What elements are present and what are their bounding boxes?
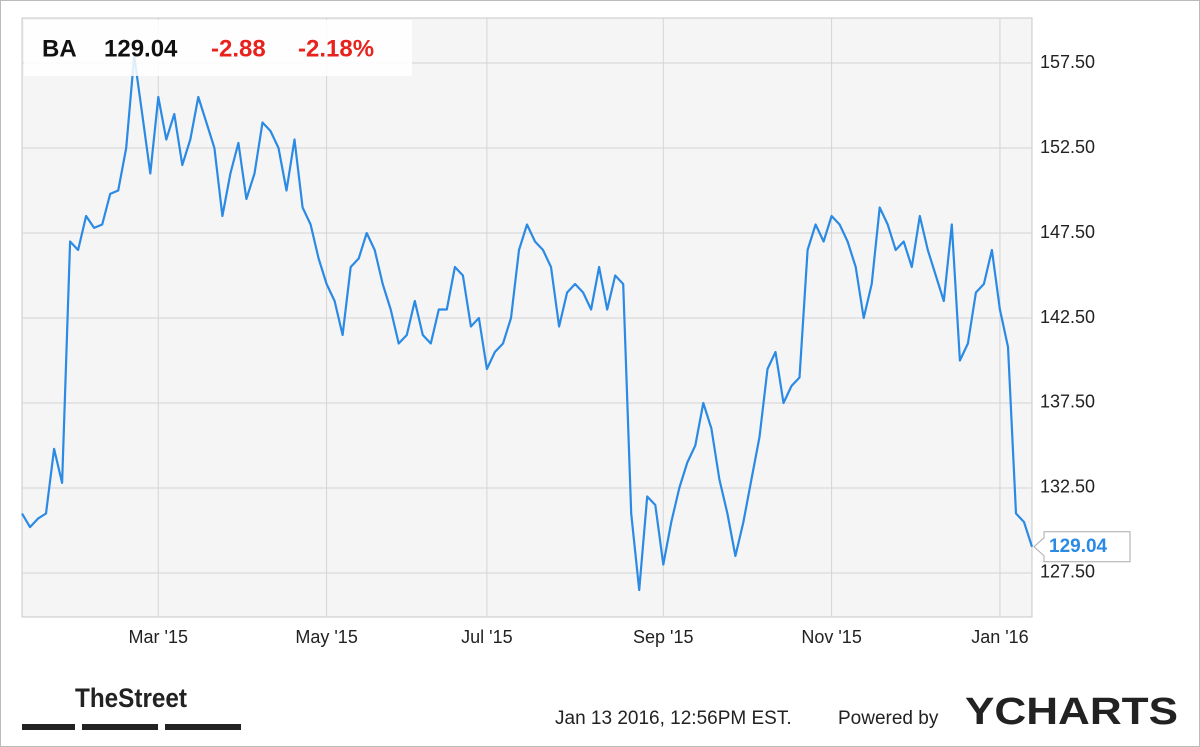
y-tick-label: 147.50: [1040, 222, 1095, 242]
change-pct: -2.18%: [298, 35, 374, 62]
quote-box: [24, 20, 412, 76]
y-tick-label: 132.50: [1040, 477, 1095, 497]
last-value-label: 129.04: [1049, 536, 1108, 557]
timestamp: Jan 13 2016, 12:56PM EST.: [555, 708, 792, 729]
price-line: [21, 55, 1034, 592]
x-tick-label: Jan '16: [971, 627, 1028, 647]
marks: [21, 55, 1034, 592]
logo-bar: [22, 724, 75, 730]
x-tick-label: Sep '15: [633, 627, 694, 647]
x-tick-label: Nov '15: [801, 627, 861, 647]
grid: [22, 18, 1032, 617]
powered-by: Powered by: [838, 708, 939, 729]
change: -2.88: [211, 35, 266, 62]
plot-area: [21, 17, 1033, 618]
logo-bar: [82, 724, 158, 730]
y-tick-label: 137.50: [1040, 392, 1095, 412]
last-value-box: [1033, 531, 1131, 563]
x-tick-label: Jul '15: [461, 627, 512, 647]
y-tick-label: 127.50: [1040, 562, 1095, 582]
ticker: BA: [42, 35, 77, 62]
y-tick-label: 152.50: [1040, 137, 1095, 157]
x-tick-label: May '15: [295, 627, 357, 647]
y-tick-label: 157.50: [1040, 52, 1095, 72]
x-tick-label: Mar '15: [129, 627, 188, 647]
logo: TheStreet: [75, 683, 187, 713]
price: 129.04: [104, 35, 178, 62]
brand: YCHARTS: [965, 691, 1178, 733]
y-tick-label: 142.50: [1040, 307, 1095, 327]
logo-bar: [165, 724, 241, 730]
